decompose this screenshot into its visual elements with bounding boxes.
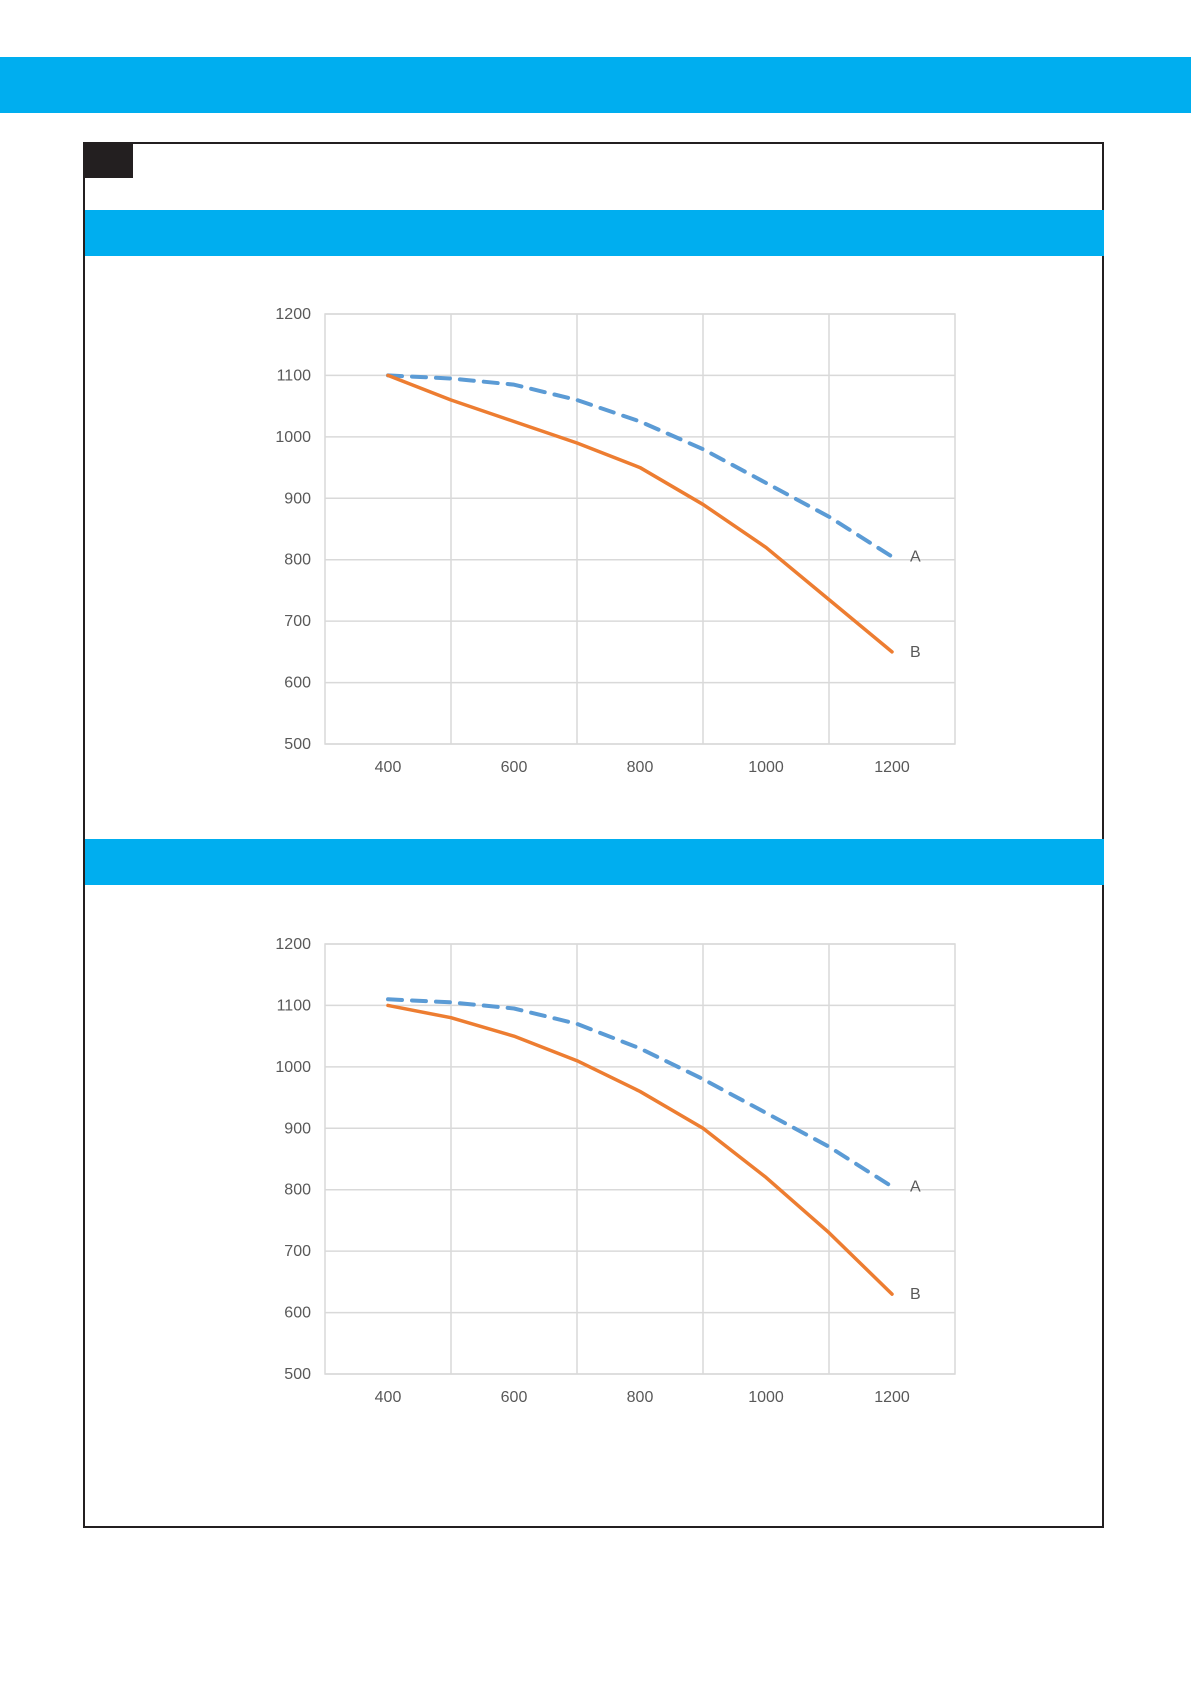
y-tick-label: 600 (284, 1305, 311, 1322)
x-tick-label: 800 (627, 759, 654, 776)
chart-1: 500 600 700 800 900 1000 1100 1200 400 600 800 1000… (265, 294, 1045, 789)
x-tick-label: 1000 (748, 759, 784, 776)
x-tick-label: 400 (375, 1389, 402, 1406)
y-tick-label: 1000 (275, 1059, 311, 1076)
y-tick-label: 1000 (275, 429, 311, 446)
x-tick-label: 600 (501, 759, 528, 776)
y-tick-label: 600 (284, 675, 311, 692)
section-band-1 (85, 210, 1104, 256)
y-tick-label: 500 (284, 1366, 311, 1383)
y-tick-label: 1200 (275, 306, 311, 323)
chart-1-svg: 500 600 700 800 900 1000 1100 1200 400 600 800 1000… (275, 306, 956, 776)
x-tick-label: 800 (627, 1389, 654, 1406)
y-tick-label: 1200 (275, 936, 311, 953)
content-frame: 500 600 700 800 900 1000 1100 1200 400 600 800 1000… (83, 142, 1104, 1528)
y-tick-label: 800 (284, 552, 311, 569)
series-end-label-b: B (910, 644, 921, 661)
top-header-band (0, 57, 1191, 113)
y-tick-label: 700 (284, 613, 311, 630)
series-line-b (386, 373, 894, 654)
y-tick-label: 700 (284, 1243, 311, 1260)
chart-2: 500 600 700 800 900 1000 1100 1200 400 600 800 1000… (265, 924, 1045, 1419)
y-tick-label: 800 (284, 1182, 311, 1199)
series-end-label-a: A (910, 549, 921, 566)
series-end-label-b: B (910, 1286, 921, 1303)
x-tick-label: 600 (501, 1389, 528, 1406)
y-tick-label: 1100 (277, 367, 312, 384)
y-tick-label: 1100 (277, 997, 312, 1014)
x-tick-label: 1000 (748, 1389, 784, 1406)
series-end-label-a: A (910, 1179, 921, 1196)
series-line-a (386, 997, 894, 1189)
x-tick-label: 400 (375, 759, 402, 776)
series-line-b (386, 1003, 894, 1296)
y-tick-label: 900 (284, 1120, 311, 1137)
y-tick-label: 500 (284, 736, 311, 753)
x-tick-label: 1200 (874, 1389, 910, 1406)
chart-2-svg: 500 600 700 800 900 1000 1100 1200 400 600 800 1000… (275, 936, 956, 1406)
corner-tab (85, 144, 133, 178)
plot-area (324, 943, 956, 1375)
x-tick-label: 1200 (874, 759, 910, 776)
section-band-2 (85, 839, 1104, 885)
series-line-a (386, 373, 894, 559)
y-tick-label: 900 (284, 490, 311, 507)
